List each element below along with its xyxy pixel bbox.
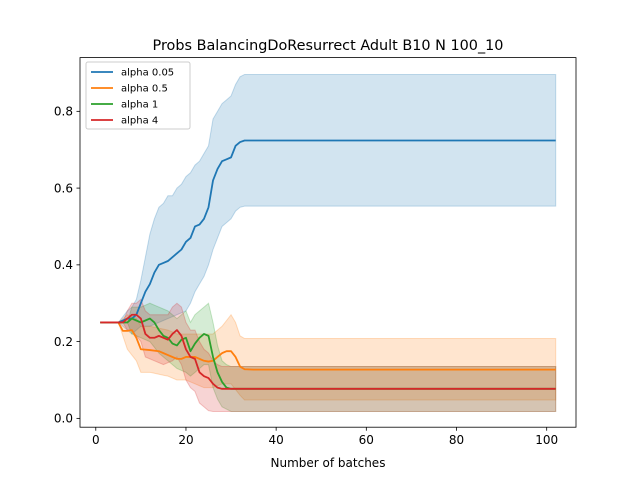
x-tick-label: 60 bbox=[359, 433, 374, 447]
y-tick-label: 0.0 bbox=[54, 412, 73, 426]
y-tick-label: 0.4 bbox=[54, 258, 73, 272]
legend-label-alpha-0-5: alpha 0.5 bbox=[121, 84, 168, 95]
x-axis-label: Number of batches bbox=[271, 456, 386, 470]
y-tick-label: 0.8 bbox=[54, 105, 73, 119]
series-lines bbox=[100, 139, 556, 390]
y-axis-ticks: 0.0 0.2 0.4 0.6 0.8 bbox=[54, 105, 80, 426]
legend-label-alpha-1: alpha 1 bbox=[121, 100, 158, 111]
x-tick-label: 20 bbox=[178, 433, 193, 447]
legend-frame bbox=[85, 61, 191, 130]
line-alpha-0-05 bbox=[100, 139, 556, 324]
legend-label-alpha-0-05: alpha 0.05 bbox=[121, 68, 174, 79]
legend-label-alpha-4: alpha 4 bbox=[121, 116, 158, 127]
x-axis-ticks: 0 20 40 60 80 100 bbox=[92, 427, 558, 447]
y-tick-label: 0.2 bbox=[54, 335, 73, 349]
chart-title: Probs BalancingDoResurrect Adult B10 N 1… bbox=[153, 38, 504, 54]
y-tick-label: 0.6 bbox=[54, 181, 73, 195]
x-tick-label: 80 bbox=[449, 433, 464, 447]
x-tick-label: 100 bbox=[535, 433, 558, 447]
plot-area-frame bbox=[79, 57, 577, 428]
legend: alpha 0.05 alpha 0.5 alpha 1 alpha 4 bbox=[85, 61, 191, 130]
x-tick-label: 0 bbox=[92, 433, 100, 447]
line-alpha-4 bbox=[100, 313, 556, 390]
x-tick-label: 40 bbox=[269, 433, 284, 447]
